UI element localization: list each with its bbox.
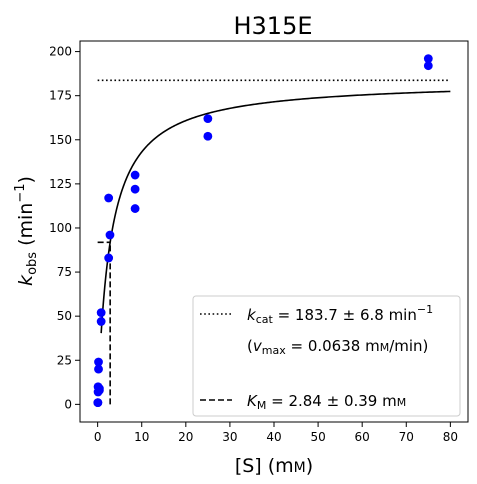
data-point [130,184,140,194]
data-point [130,204,140,213]
x-axis-label: [S] (mM) [235,455,313,477]
x-tick-label: 50 [310,430,325,444]
x-tick-label: 20 [178,430,193,444]
data-point [95,385,104,395]
data-point [96,308,106,318]
y-tick-label: 150 [49,133,72,147]
y-tick-label: 100 [49,221,72,235]
x-tick-label: 30 [222,430,237,444]
x-tick-label: 70 [399,430,414,444]
guide-lines [97,79,451,405]
data-point [93,398,103,407]
legend-km-label: KM = 2.84 ± 0.39 mM [247,392,406,412]
y-tick-label: 175 [49,89,72,103]
legend: kcat = 183.7 ± 6.8 min−1 (vmax = 0.0638 … [192,295,461,417]
data-point [94,357,103,367]
y-tick-label: 75 [57,265,72,279]
axis-ticks: 0 10 20 30 40 50 60 70 80 0 25 50 75 100 125 150 175 200 [49,45,458,444]
legend-box [192,295,461,417]
data-point [96,317,106,326]
legend-kcat-label: kcat = 183.7 ± 6.8 min−1 [247,303,433,326]
data-point [423,54,433,64]
data-point [105,230,115,240]
x-tick-label: 0 [94,430,102,444]
data-point [104,253,114,263]
data-point [130,170,140,180]
y-tick-label: 200 [49,45,72,59]
chart-title: H315E [233,12,312,40]
y-tick-label: 50 [57,309,72,323]
y-tick-label: 0 [64,397,72,411]
data-point [104,193,114,203]
x-tick-label: 40 [266,430,281,444]
x-tick-label: 80 [443,430,458,444]
y-tick-label: 125 [49,177,72,191]
y-axis-label: kobs (min−1) [13,176,40,286]
data-point [203,131,213,141]
data-point [203,114,213,124]
x-tick-label: 10 [134,430,149,444]
legend-vmax-label: (vmax = 0.0638 mM/min) [247,337,428,357]
x-tick-label: 60 [355,430,370,444]
data-point [94,364,103,374]
data-point [423,61,433,71]
y-tick-label: 25 [57,353,72,367]
data-points [93,54,433,407]
